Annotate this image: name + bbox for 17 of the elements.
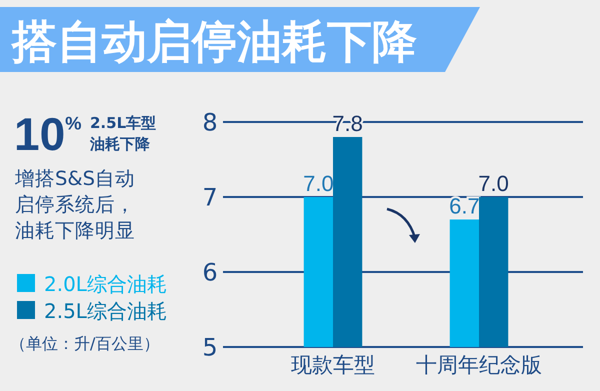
chart-title: 搭自动启停油耗下降 [10,15,417,68]
y-tick-label: 6 [202,258,218,286]
data-label: 7.0 [478,171,509,196]
legend-label: 2.5L综合油耗 [44,299,167,323]
legend-label: 2.0L综合油耗 [44,272,167,296]
text: 油耗下降 [89,135,151,153]
data-label: 6.7 [449,194,480,218]
y-tick-label: 5 [202,333,218,362]
data-label: 7.0 [303,171,334,196]
x-tick-label: 十周年纪念版 [416,353,542,377]
x-tick-label: 现款车型 [291,353,375,377]
y-tick-label: 7 [202,183,218,212]
y-tick-label: 8 [202,108,218,136]
text: 2.5L车型 [90,114,156,132]
text: （单位：升/百公里） [10,334,160,353]
text: 10% [14,108,82,160]
text: 增搭S&S自动启停系统后，油耗下降明显 [14,167,135,242]
